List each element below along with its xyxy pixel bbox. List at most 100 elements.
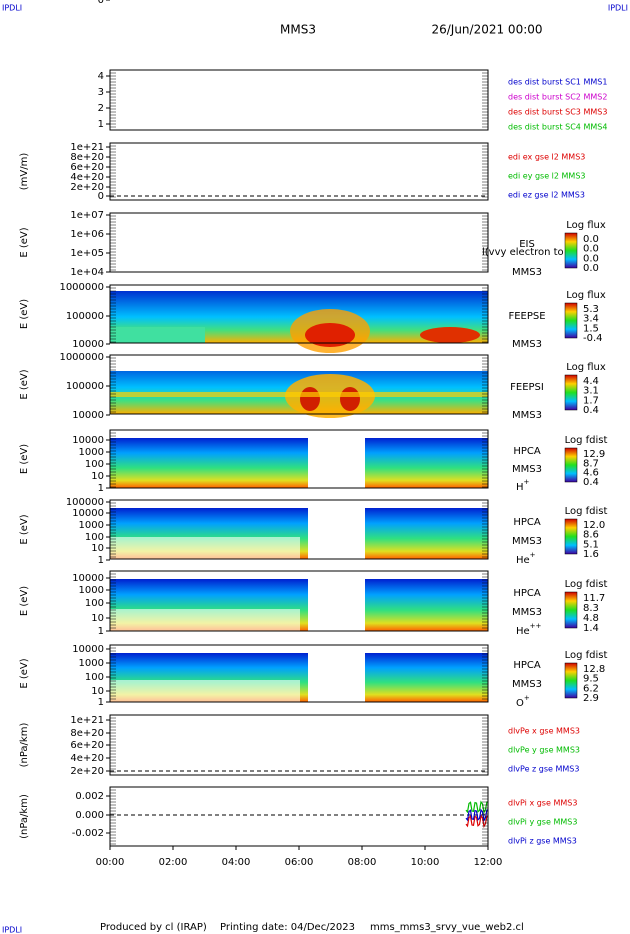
panel-frame xyxy=(109,786,489,847)
footer-printing: Printing date: 04/Dec/2023 xyxy=(220,922,355,933)
spectrogram-band xyxy=(110,392,488,397)
y-tick-label: 1000 xyxy=(79,447,104,458)
ion-label: He++ xyxy=(516,622,542,637)
instrument-label: MMS3 xyxy=(512,410,542,421)
colorbar-label: -0.4 xyxy=(583,333,603,344)
spectrogram-blob xyxy=(420,327,480,343)
legend-entry: edi ex gse l2 MMS3 xyxy=(508,153,585,162)
y-tick-label: 1 xyxy=(98,119,104,130)
y-tick-label: 4e+20 xyxy=(70,753,104,764)
legend-entry: des dist burst SC4 MMS4 xyxy=(508,123,607,132)
logo: IPDLI xyxy=(2,926,22,934)
spectrogram-blob xyxy=(305,323,355,347)
instrument-label: MMS3 xyxy=(512,464,542,475)
instrument-label: MMS3 xyxy=(512,607,542,618)
ion-base: O xyxy=(516,698,524,709)
y-tick-label: 100000 xyxy=(66,311,104,322)
colorbar-title: Log fdist xyxy=(565,435,608,446)
y-axis-label: E (eV) xyxy=(19,444,30,474)
instrument-label: HPCA xyxy=(513,517,541,528)
instrument-label: HPCA xyxy=(513,588,541,599)
colorbar-label: 1.6 xyxy=(583,549,599,560)
colorbar-label: 0.0 xyxy=(583,234,599,245)
ion-label: O+ xyxy=(516,694,530,709)
panels: 4 3 2 1 des dist burst SC1 MMS1 des dist burs… xyxy=(19,0,607,868)
y-tick-label: 1e+07 xyxy=(70,210,104,221)
ion-label: H+ xyxy=(516,478,530,493)
legend-entry: dlvPi x gse MMS3 xyxy=(508,799,577,808)
y-tick-label: 8e+20 xyxy=(70,152,104,163)
colorbar-label: 8.3 xyxy=(583,603,599,614)
legend-entry: edi ez gse l2 MMS3 xyxy=(508,191,585,200)
colorbar xyxy=(564,591,578,629)
colorbar-label: 5.1 xyxy=(583,539,599,550)
colorbar-label: 1.4 xyxy=(583,623,599,634)
y-tick-label: 6e+20 xyxy=(70,162,104,173)
y-tick-label: 10 xyxy=(91,543,104,554)
spectrogram-sparse xyxy=(110,537,300,559)
instrument-label: MMS3 xyxy=(512,267,542,278)
x-tick-label: 06:00 xyxy=(285,857,314,868)
colorbar-label: 0.4 xyxy=(583,405,599,416)
x-tick-label: 00:00 xyxy=(96,857,125,868)
logo: IPDLI xyxy=(2,4,22,13)
colorbar-label: 5.3 xyxy=(583,304,599,315)
ion-sup: ++ xyxy=(530,622,542,630)
legend-entry: dlvPe y gse MMS3 xyxy=(508,746,580,755)
ion-base: He xyxy=(516,626,530,637)
colorbar-label: 12.8 xyxy=(583,664,605,675)
panel-frame xyxy=(109,714,489,776)
y-tick-label: 10 xyxy=(91,471,104,482)
spectrogram-blob xyxy=(300,387,320,411)
y-tick-label: 1e+21 xyxy=(70,715,104,726)
instrument-label: HPCA xyxy=(513,446,541,457)
ion-base: He xyxy=(516,555,530,566)
legend-entry: des dist burst SC1 MMS1 xyxy=(508,78,607,87)
data-gap xyxy=(308,500,365,559)
panel-frame xyxy=(109,354,489,415)
colorbar-label: 3.4 xyxy=(583,314,599,325)
panel-frame xyxy=(109,142,489,201)
y-axis-label: (nPa/km) xyxy=(19,723,30,768)
y-tick-label: 4 xyxy=(98,71,104,82)
colorbar-label: 4.4 xyxy=(583,376,599,387)
colorbar-label: 0.4 xyxy=(583,477,599,488)
y-tick-label: 0.000 xyxy=(75,810,104,821)
y-axis-label: (mV/m) xyxy=(19,153,30,191)
y-axis-label: (nPa/km) xyxy=(19,794,30,839)
colorbar-label: 8.7 xyxy=(583,458,599,469)
ion-base: H xyxy=(516,482,524,493)
y-tick-label: 1000 xyxy=(79,658,104,669)
colorbar-label: 9.5 xyxy=(583,674,599,685)
ion-sup: + xyxy=(530,551,536,559)
y-tick-label: 1e+05 xyxy=(70,248,104,259)
instrument-label: MMS3 xyxy=(512,679,542,690)
colorbar-label: 4.8 xyxy=(583,613,599,624)
y-tick-label: 100 xyxy=(85,532,104,543)
colorbar-title: Log flux xyxy=(566,220,606,231)
y-tick-label: 2e+20 xyxy=(70,182,104,193)
x-tick-label: 10:00 xyxy=(411,857,440,868)
colorbar-label: 8.6 xyxy=(583,530,599,541)
y-tick-label: 2 xyxy=(98,103,104,114)
y-tick-label: 10000 xyxy=(72,644,104,655)
colorbar-label: 4.6 xyxy=(583,468,599,479)
y-tick-label: 1000 xyxy=(79,585,104,596)
spectrogram-low xyxy=(110,327,205,343)
legend-entry: dlvPi y gse MMS3 xyxy=(508,818,577,827)
burst-trace xyxy=(465,808,488,823)
y-tick-label: 1e+06 xyxy=(70,229,104,240)
panel-frame xyxy=(109,644,489,703)
y-tick-label: 100 xyxy=(85,672,104,683)
data-gap xyxy=(308,430,365,488)
y-tick-label: 3 xyxy=(98,87,104,98)
y-tick-label: 1 xyxy=(98,626,104,637)
y-tick-label: 10000 xyxy=(72,435,104,446)
y-tick-label: 4e+20 xyxy=(70,172,104,183)
x-tick-label: 02:00 xyxy=(159,857,188,868)
colorbar-title: Log fdist xyxy=(565,650,608,661)
y-tick-label: 10000 xyxy=(72,508,104,519)
data-gap xyxy=(308,645,365,702)
date: 26/Jun/2021 00:00 xyxy=(431,23,542,37)
instrument-label: FEEPSE xyxy=(508,311,545,322)
